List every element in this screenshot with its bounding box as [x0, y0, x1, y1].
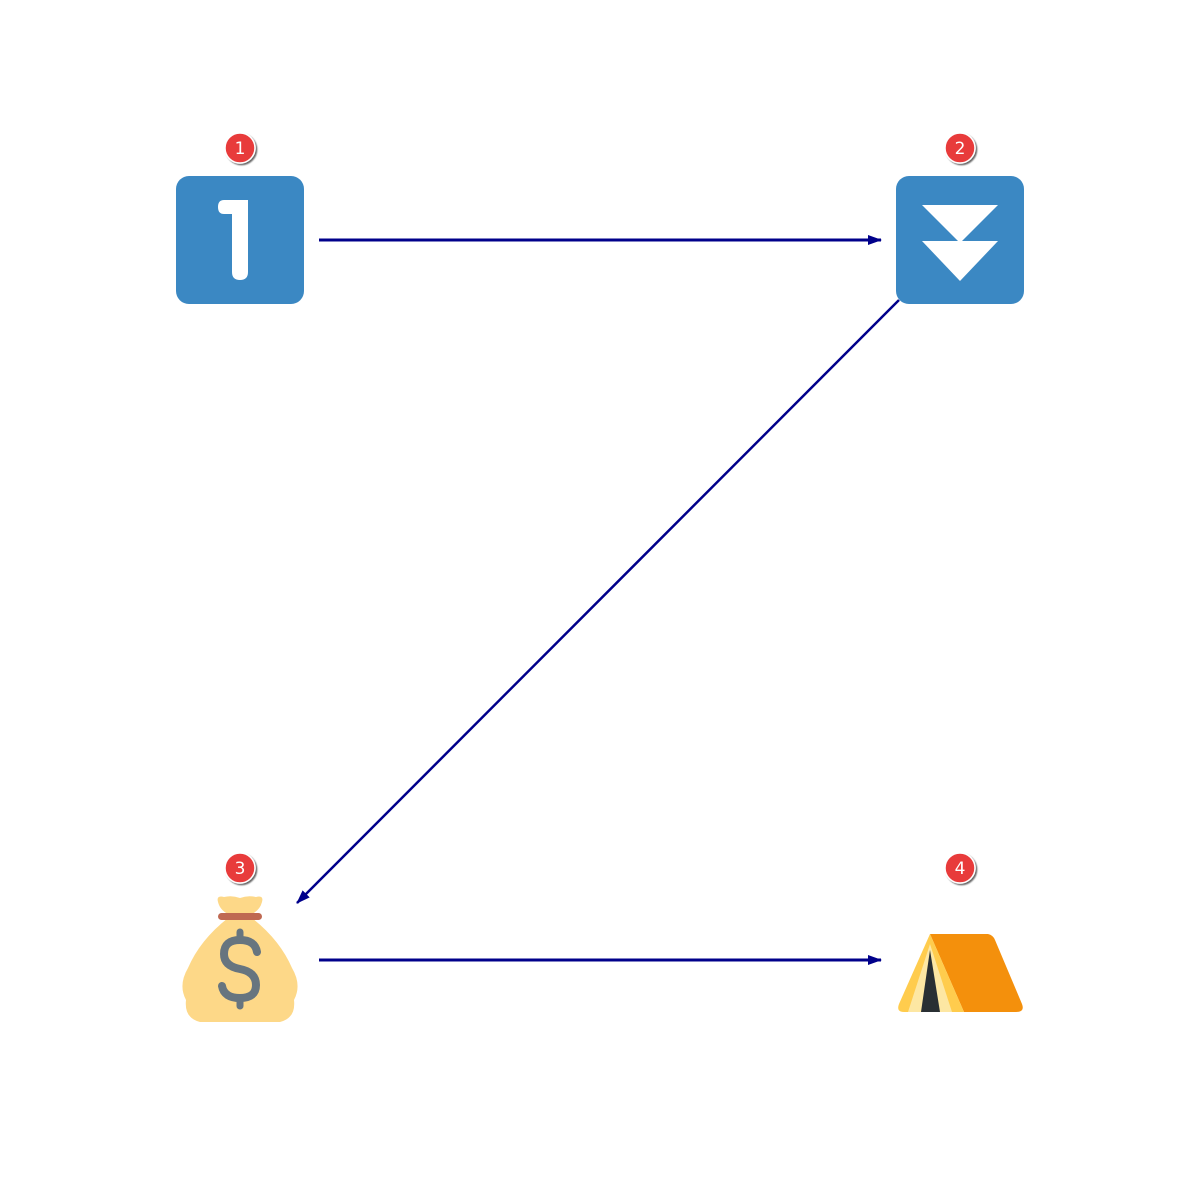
node-1[interactable]: 1: [176, 132, 304, 304]
badge-label-1: 1: [235, 139, 246, 159]
fast-down-button-icon: [896, 176, 1024, 304]
badge-4: 4: [944, 852, 976, 884]
money-bag-icon: [182, 896, 298, 1022]
edge-2-to-3: [296, 299, 900, 904]
badge-label-3: 3: [235, 859, 246, 879]
tent-icon: [898, 934, 1023, 1012]
badge-1: 1: [224, 132, 256, 164]
node-4[interactable]: 4: [898, 852, 1023, 1012]
keycap-one-icon: [176, 176, 304, 304]
badge-3: 3: [224, 852, 256, 884]
node-3[interactable]: 3: [182, 852, 298, 1022]
badge-2: 2: [944, 132, 976, 164]
badge-label-4: 4: [955, 859, 966, 879]
node-2[interactable]: 2: [896, 132, 1024, 304]
badge-label-2: 2: [955, 139, 966, 159]
